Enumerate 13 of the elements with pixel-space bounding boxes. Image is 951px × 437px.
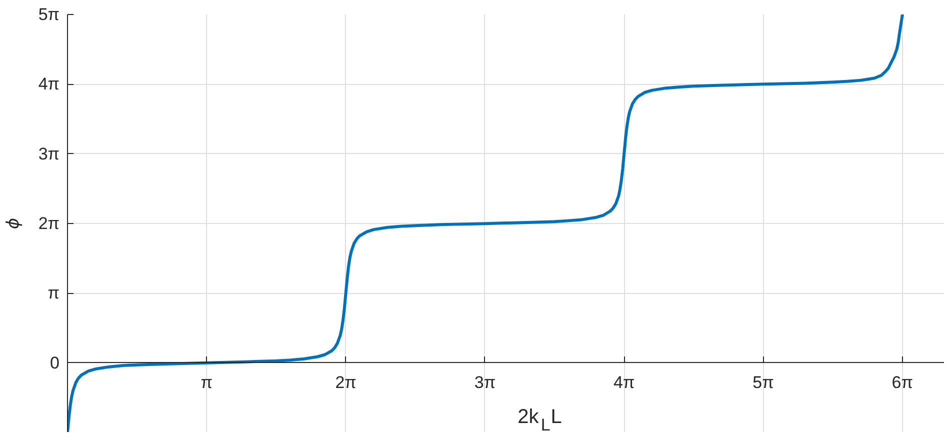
x-tick-label: 3π — [474, 372, 496, 392]
y-tick-label: 2π — [38, 214, 60, 233]
y-axis-title: ϕ — [3, 218, 24, 230]
x-tick-label: 2π — [335, 372, 356, 392]
y-tick-label: 3π — [38, 144, 60, 164]
x-tick-label: 6π — [892, 372, 913, 392]
y-tick-label: 0 — [50, 353, 60, 372]
x-tick-label: π — [200, 372, 213, 392]
x-tick-label: 5π — [752, 372, 774, 392]
y-tick-label: π — [48, 284, 60, 303]
x-tick-label: 4π — [614, 372, 635, 392]
y-tick-label: 5π — [38, 5, 60, 24]
y-tick-label: 4π — [38, 74, 60, 94]
